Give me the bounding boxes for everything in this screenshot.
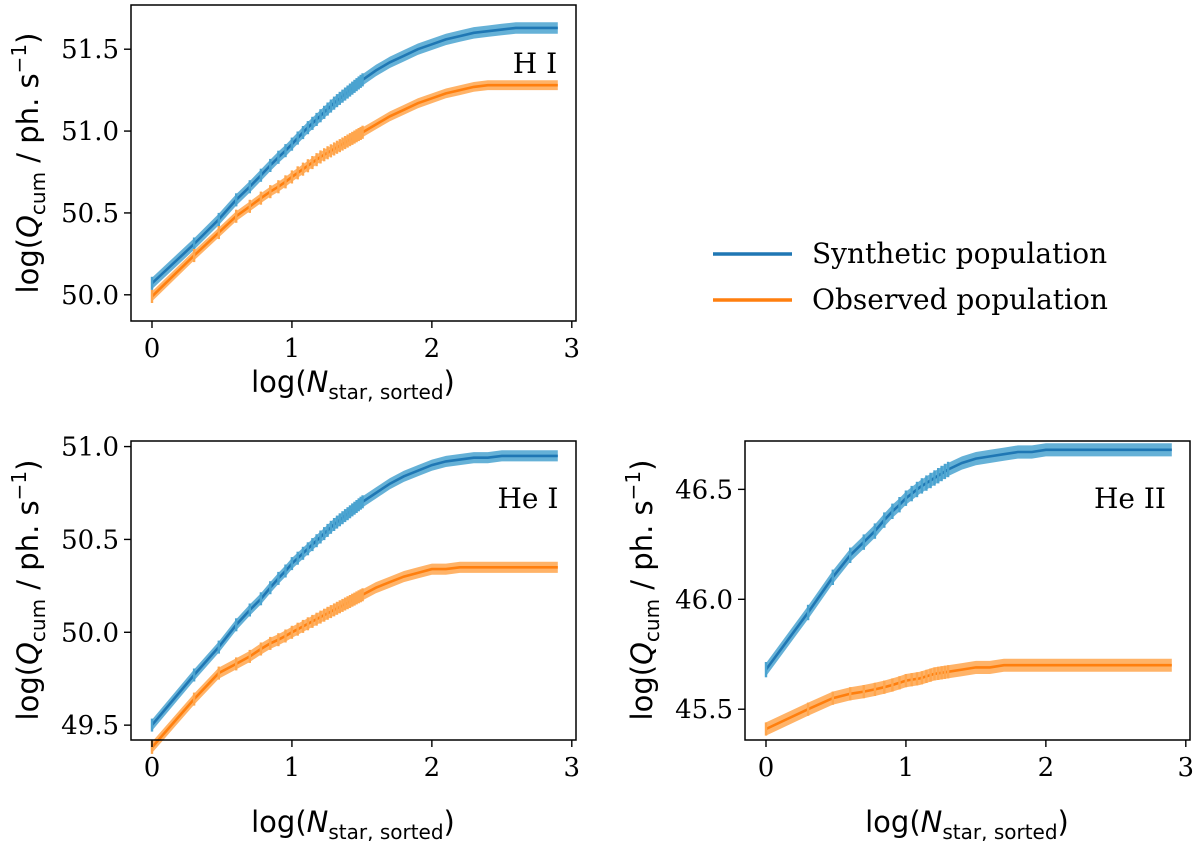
panel-he-ii: 0 1 2 3 45.5 46.0 46.5 He II log(Nstar, sorted) l… (621, 440, 1195, 841)
panel-he-i: 0 1 2 3 49.5 50.0 50.5 51.0 He I log(Nstar, sorte… (7, 433, 580, 841)
y-tick-label: 51.0 (61, 117, 119, 147)
panel-label: H I (513, 47, 557, 80)
x-tick-label: 1 (284, 753, 301, 783)
y-tick-label: 45.5 (675, 695, 733, 725)
y-tick-label: 50.5 (61, 525, 119, 555)
y-tick-label: 51.0 (61, 433, 119, 463)
x-tick-label: 3 (564, 753, 581, 783)
observed-band (766, 658, 1172, 736)
x-tick-label: 0 (144, 334, 161, 364)
x-axis-label: log(Nstar, sorted) (865, 805, 1069, 841)
synthetic-series-line (764, 448, 1172, 671)
synthetic-band (152, 22, 558, 290)
y-axis-label: log(Qcum / ph. s−1) (7, 33, 50, 294)
y-tick-label: 49.5 (61, 711, 119, 741)
y-axis-label: log(Qcum / ph. s−1) (621, 460, 664, 721)
synthetic-band (766, 443, 1172, 677)
legend-observed-label: Observed population (812, 283, 1108, 316)
observed-series-line (765, 663, 1172, 731)
y-tick-label: 50.5 (61, 199, 119, 229)
x-tick-label: 2 (424, 334, 441, 364)
y-tick-label: 50.0 (61, 281, 119, 311)
x-tick-label: 0 (144, 753, 161, 783)
x-axis-label: log(Nstar, sorted) (251, 805, 455, 841)
axes-frame (744, 440, 1191, 741)
y-tick-label: 46.0 (675, 585, 733, 615)
x-tick-label: 3 (564, 334, 581, 364)
y-tick-label: 46.5 (675, 475, 733, 505)
panel-label: He I (498, 482, 559, 515)
legend: Synthetic population Observed population (713, 237, 1108, 316)
observed-band (152, 80, 558, 302)
y-axis-label: log(Qcum / ph. s−1) (7, 460, 50, 721)
y-tick-label: 51.5 (61, 35, 119, 65)
x-axis-label: log(Nstar, sorted) (251, 365, 455, 404)
panel-label: He II (1094, 482, 1166, 515)
observed-series-line (151, 83, 558, 298)
x-tick-label: 0 (758, 753, 775, 783)
panel-h-i: 0 1 2 3 50.0 50.5 51.0 51.5 H I log(Nstar, sorted… (7, 4, 581, 404)
axes-frame (130, 4, 577, 322)
axes-frame (130, 440, 577, 741)
x-tick-label: 2 (1038, 753, 1055, 783)
x-tick-label: 1 (284, 334, 301, 364)
x-tick-label: 3 (1178, 753, 1195, 783)
y-tick-label: 50.0 (61, 618, 119, 648)
legend-synthetic-label: Synthetic population (812, 237, 1107, 270)
x-tick-label: 2 (424, 753, 441, 783)
synthetic-series-line (151, 26, 558, 285)
x-tick-label: 1 (898, 753, 915, 783)
